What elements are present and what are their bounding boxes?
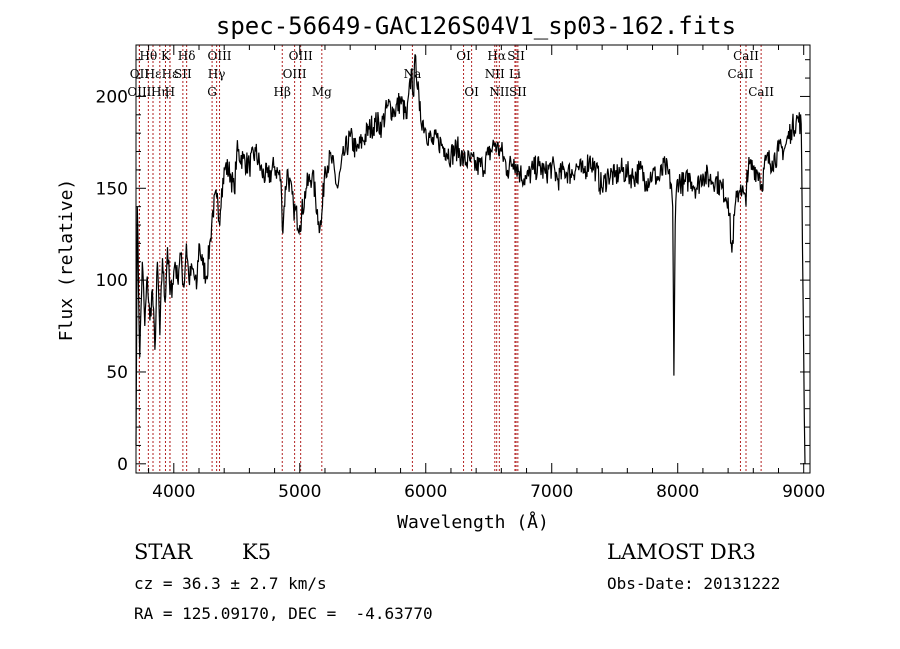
spectral-line-label: NII <box>485 67 505 81</box>
y-tick-label: 100 <box>96 271 128 291</box>
x-tick-label: 6000 <box>404 482 447 502</box>
spectral-line-label: CaII <box>748 85 774 99</box>
spectral-line-label: Hβ <box>274 85 291 99</box>
spectral-line-label: Hη <box>151 85 169 99</box>
spectral-line-label: Hδ <box>178 49 196 63</box>
spectral-line-label: SII <box>174 67 192 81</box>
x-axis-ticks: 4000 5000 6000 7000 8000 9000 <box>148 45 825 502</box>
survey-label: LAMOST DR3 <box>607 540 756 564</box>
spectral-line-label: Mg <box>312 85 332 99</box>
x-tick-label: 5000 <box>278 482 321 502</box>
spectral-line-label: NII <box>489 85 509 99</box>
spectral-line-label: Hθ <box>139 49 157 63</box>
spectral-line-label: Hα <box>487 49 506 63</box>
chart-title: spec-56649-GAC126S04V1_sp03-162.fits <box>216 12 736 40</box>
spectral-line-label: CaII <box>733 49 759 63</box>
object-class: STAR <box>134 540 193 564</box>
spectral-line-label: SII <box>507 49 525 63</box>
y-tick-label: 200 <box>96 87 128 107</box>
y-axis-ticks: 0 50 100 150 200 <box>96 59 810 475</box>
spectral-line-label: CaII <box>728 67 754 81</box>
spectral-line-label: H <box>165 85 175 99</box>
x-tick-label: 4000 <box>152 482 195 502</box>
spectral-line-label: OIII <box>207 49 231 63</box>
plot-frame <box>135 44 811 474</box>
x-tick-label: 7000 <box>530 482 573 502</box>
x-tick-label: 9000 <box>782 482 825 502</box>
spectral-line-label: Hε <box>145 67 162 81</box>
spectral-line-label: Li <box>509 67 521 81</box>
x-axis-label: Wavelength (Å) <box>397 511 549 533</box>
spectral-line-label: OIII <box>127 85 151 99</box>
y-axis-label: Flux (relative) <box>56 179 77 342</box>
spectral-line-label: SII <box>509 85 527 99</box>
redshift-velocity: cz = 36.3 ± 2.7 km/s <box>134 574 327 593</box>
spectral-line-label: Hγ <box>208 67 226 81</box>
spectral-line-label: G <box>207 85 217 99</box>
coordinates: RA = 125.09170, DEC = -4.63770 <box>134 604 433 623</box>
x-tick-label: 8000 <box>656 482 699 502</box>
y-tick-label: 150 <box>96 179 128 199</box>
spectral-line-label: OIII <box>283 67 307 81</box>
spectral-line-label: K <box>161 49 171 63</box>
spectrum-line <box>135 54 806 464</box>
y-tick-label: 50 <box>106 363 128 383</box>
spectral-line-label: OI <box>456 49 471 63</box>
spectral-line-label: OI <box>464 85 479 99</box>
y-tick-label: 0 <box>117 455 128 475</box>
spectral-line-label: OIII <box>289 49 313 63</box>
observation-date: Obs-Date: 20131222 <box>607 574 781 593</box>
object-subclass: K5 <box>242 540 272 564</box>
